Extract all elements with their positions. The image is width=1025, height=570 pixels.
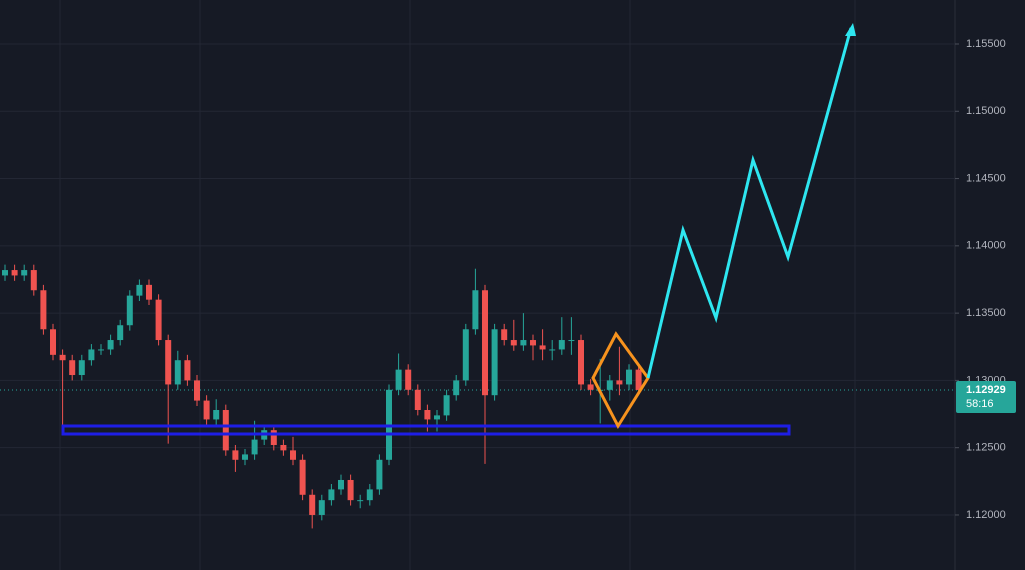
candle-body [366, 489, 373, 501]
candle-body [21, 270, 28, 276]
candle-body [280, 444, 287, 451]
candle-body [434, 415, 440, 420]
candle-body [165, 340, 172, 385]
candle-body [328, 489, 335, 501]
candle-body [184, 360, 191, 381]
candle-body [11, 270, 18, 276]
candle-body [549, 349, 556, 351]
candle-body [482, 290, 488, 396]
candle-body [443, 395, 450, 416]
candle-body [414, 389, 421, 411]
candle-body [146, 284, 152, 300]
price-axis: 1.120001.125001.130001.135001.140001.145… [955, 38, 1016, 521]
candle-body [395, 369, 402, 390]
vertical-grid [59, 0, 856, 570]
candle-body [40, 290, 47, 330]
candle-body [405, 369, 412, 390]
candle-body [318, 500, 325, 515]
candle-body [299, 459, 306, 495]
candle-body [98, 349, 104, 351]
candle-body [424, 410, 431, 420]
candle-body [50, 329, 56, 355]
candle-body [242, 454, 248, 460]
candle-body [59, 354, 66, 361]
candle-body [251, 439, 258, 455]
projection-arrow [845, 23, 856, 36]
support-zone [61, 424, 791, 436]
candle-body [290, 450, 296, 460]
candle-body [155, 299, 162, 341]
candle-body [635, 369, 642, 390]
candle-body [117, 325, 124, 341]
last-price-label: 1.12929 [966, 384, 1006, 396]
candle-body [558, 340, 565, 350]
drawings [61, 23, 856, 436]
candle-body [626, 369, 632, 385]
candle-body [174, 360, 181, 385]
candle-body [357, 500, 364, 502]
y-tick-label: 1.14500 [966, 172, 1006, 184]
y-tick-label: 1.14000 [966, 240, 1006, 252]
candle-body [568, 340, 575, 342]
candle-body [107, 340, 114, 350]
candle-body [222, 410, 229, 451]
candle-body [232, 450, 239, 460]
candle-body [587, 384, 594, 390]
candle-body [194, 380, 200, 401]
candle-body [606, 380, 613, 390]
candle-body [30, 270, 37, 291]
candle-body [270, 430, 277, 445]
y-tick-label: 1.15000 [966, 105, 1006, 117]
candle-body [78, 360, 85, 376]
countdown-label: 58:16 [966, 398, 994, 410]
candle-body [88, 349, 95, 361]
candle-body [530, 340, 536, 346]
candle-body [616, 380, 623, 385]
y-tick-label: 1.13500 [966, 307, 1006, 319]
candle-body [491, 329, 498, 396]
candle-body [2, 270, 8, 276]
candle-body [520, 340, 527, 346]
candle-body [453, 380, 460, 396]
candles [2, 264, 642, 529]
candle-body [472, 290, 479, 330]
candle-body [213, 410, 220, 420]
candle-body [126, 295, 133, 326]
last-price-box [956, 380, 1016, 413]
candle-body [462, 329, 469, 381]
candle-body [69, 360, 76, 376]
y-tick-label: 1.12000 [966, 509, 1006, 521]
candle-body [501, 329, 508, 341]
candle-body [203, 400, 210, 420]
candle-body [510, 340, 517, 346]
candle-body [347, 479, 354, 501]
candle-body [136, 284, 143, 296]
y-tick-label: 1.15500 [966, 38, 1006, 50]
candle-body [578, 340, 584, 385]
candle-body [309, 494, 316, 515]
grid [0, 43, 955, 516]
y-tick-label: 1.12500 [966, 442, 1006, 454]
projection-path [646, 27, 853, 379]
candle-body [539, 345, 546, 350]
candle-body [376, 459, 383, 490]
candle-body [338, 479, 344, 490]
